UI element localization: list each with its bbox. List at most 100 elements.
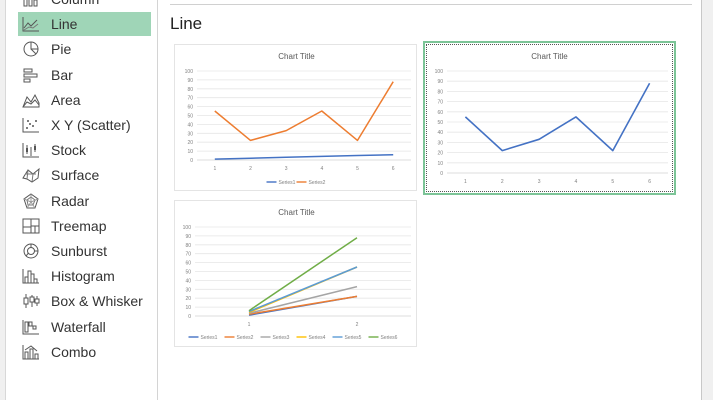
y-tick-label: 70 (437, 100, 443, 106)
scatter-chart-icon (21, 116, 41, 134)
legend-label: Series6 (381, 335, 398, 341)
sidebar-item-label: Treemap (51, 217, 107, 234)
sidebar-item-label: X Y (Scatter) (51, 117, 131, 133)
x-tick-label: 2 (249, 166, 252, 172)
y-tick-label: 100 (183, 225, 192, 231)
line-chart-icon (21, 15, 41, 33)
x-tick-label: 3 (538, 179, 541, 185)
series-line-5 (248, 266, 358, 313)
sidebar-item-combo[interactable]: Combo (18, 340, 151, 364)
y-tick-label: 40 (185, 278, 191, 284)
stock-chart-icon (21, 141, 41, 159)
y-tick-label: 20 (185, 296, 191, 302)
y-tick-label: 40 (437, 130, 443, 136)
y-tick-label: 60 (187, 105, 193, 111)
legend-label: Series1 (201, 335, 218, 341)
combo-chart-icon (21, 343, 41, 361)
y-tick-label: 30 (185, 287, 191, 293)
legend-label: Series4 (309, 335, 326, 341)
y-tick-label: 30 (187, 131, 193, 137)
sidebar-item-bar[interactable]: Bar (18, 63, 151, 87)
y-tick-label: 80 (185, 243, 191, 249)
dialog-right-scrollbar[interactable] (701, 0, 713, 400)
legend-label: Series2 (237, 335, 254, 341)
y-tick-label: 10 (185, 305, 191, 311)
line-chart-1: Chart Title 0 10 20 30 40 50 60 70 80 90 100 1 2 3 4 5 6 (435, 52, 668, 185)
sidebar-item-label: Histogram (51, 268, 115, 285)
chart-subtype-line-preview[interactable]: Chart Title 0 10 20 30 40 50 60 70 80 90 100 1 2 3 4 5 6 S… (174, 44, 417, 191)
divider (170, 4, 692, 5)
sidebar-item-label: Waterfall (51, 318, 106, 335)
series-line-1 (464, 82, 651, 152)
y-tick-label: 70 (187, 96, 193, 102)
line-chart-0: Chart Title 0 10 20 30 40 50 60 70 80 90 100 1 2 3 4 5 6 S… (185, 52, 411, 186)
legend-label: Series1 (279, 180, 296, 186)
chart-subtype-line-preview-series[interactable]: Chart Title 0 10 20 30 40 50 60 70 80 90 100 1 2 Serie… (174, 200, 417, 347)
sidebar-item-label: Surface (51, 167, 100, 184)
y-tick-label: 100 (185, 69, 194, 75)
x-tick-label: 1 (464, 179, 467, 185)
dialog-left-frame (0, 0, 6, 400)
sidebar-item-surface[interactable]: Surface (18, 163, 151, 187)
y-tick-label: 50 (437, 120, 443, 126)
chart-title: Chart Title (531, 52, 568, 61)
y-tick-label: 0 (188, 314, 191, 320)
sidebar-item-waterfall[interactable]: Waterfall (18, 315, 151, 339)
sidebar-item-line[interactable]: Line (18, 12, 151, 37)
y-tick-label: 20 (187, 140, 193, 146)
x-tick-label: 5 (356, 166, 359, 172)
y-tick-label: 100 (435, 69, 444, 75)
sidebar-item-label: Area (51, 91, 81, 108)
sidebar-item-label: Sunburst (51, 243, 108, 259)
radar-chart-icon (21, 192, 41, 210)
sidebar-item-radar[interactable]: Radar (18, 189, 151, 213)
y-tick-label: 80 (187, 87, 193, 93)
y-tick-label: 0 (190, 158, 193, 164)
box-whisker-chart-icon (21, 292, 41, 310)
y-tick-label: 0 (440, 171, 443, 177)
x-tick-label: 4 (575, 179, 578, 185)
sidebar-item-pie[interactable]: Pie (18, 37, 151, 61)
histogram-chart-icon (21, 267, 41, 285)
legend-label: Series2 (309, 180, 326, 186)
y-tick-label: 80 (437, 89, 443, 95)
sidebar-item-x-y-scatter[interactable]: X Y (Scatter) (18, 113, 151, 137)
chart-type-heading: Line (170, 14, 203, 33)
sidebar-item-treemap[interactable]: Treemap (18, 214, 151, 238)
series-line-6 (248, 237, 358, 312)
y-tick-label: 10 (437, 161, 443, 167)
y-tick-label: 70 (185, 252, 191, 258)
y-tick-label: 20 (437, 151, 443, 157)
column-chart-icon (21, 0, 41, 8)
x-tick-label: 3 (285, 166, 288, 172)
sidebar-item-sunburst[interactable]: Sunburst (18, 239, 151, 263)
pie-chart-icon (21, 40, 41, 58)
sidebar-item-stock[interactable]: Stock (18, 138, 151, 162)
sidebar-item-area[interactable]: Area (18, 88, 151, 112)
y-tick-label: 50 (187, 114, 193, 120)
sunburst-chart-icon (21, 242, 41, 260)
surface-chart-icon (21, 166, 41, 184)
sidebar-item-histogram[interactable]: Histogram (18, 264, 151, 288)
sidebar-item-label: Stock (51, 142, 87, 159)
y-tick-label: 50 (185, 270, 191, 276)
sidebar-item-box-whisker[interactable]: Box & Whisker (18, 289, 151, 313)
y-tick-label: 30 (437, 140, 443, 146)
x-tick-label: 2 (356, 322, 359, 328)
series-line-2 (248, 295, 358, 315)
chart-title: Chart Title (278, 208, 315, 217)
sidebar-item-label: Pie (51, 41, 72, 58)
y-tick-label: 10 (187, 149, 193, 155)
x-tick-label: 6 (648, 179, 651, 185)
x-tick-label: 5 (611, 179, 614, 185)
legend-label: Series5 (345, 335, 362, 341)
series-line-1 (214, 153, 394, 160)
series-line-2 (214, 81, 394, 142)
y-tick-label: 90 (187, 78, 193, 84)
treemap-chart-icon (21, 217, 41, 235)
y-tick-label: 90 (437, 79, 443, 85)
chart-subtype-line-preview-selected[interactable]: Chart Title 0 10 20 30 40 50 60 70 80 90 100 1 2 3 4 5 6 (423, 41, 676, 195)
x-tick-label: 1 (213, 166, 216, 172)
sidebar-item-label: Combo (51, 343, 97, 360)
sidebar-item-column[interactable]: Column (18, 0, 151, 11)
